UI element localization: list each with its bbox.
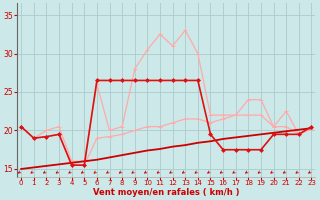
X-axis label: Vent moyen/en rafales ( km/h ): Vent moyen/en rafales ( km/h ) [93,188,240,197]
